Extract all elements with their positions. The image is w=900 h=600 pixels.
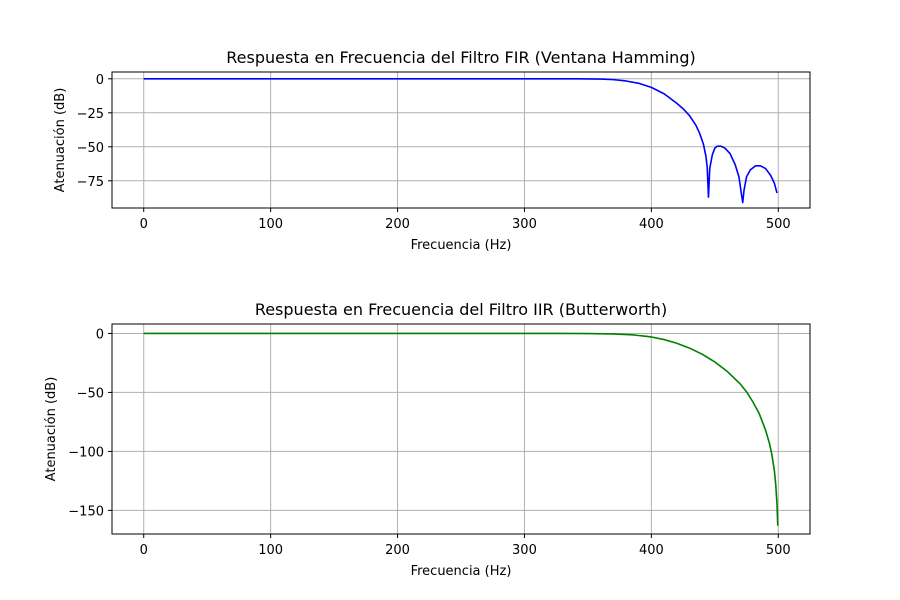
y-tick-label: −50 [77,141,104,156]
x-tick-label: 300 [512,217,537,232]
x-tick-label: 500 [766,543,791,558]
chart-title: Respuesta en Frecuencia del Filtro FIR (… [226,48,695,67]
y-tick-label: −75 [77,175,104,190]
x-tick-label: 400 [639,543,664,558]
y-tick-label: 0 [96,73,104,88]
x-tick-label: 200 [385,217,410,232]
plot-frame [111,323,811,535]
x-axis-label: Frecuencia (Hz) [411,564,512,579]
y-axis-label: Atenuación (dB) [53,88,68,193]
x-tick-label: 100 [258,543,283,558]
x-tick-label: 500 [766,217,791,232]
subplot-1: 0 100 200 300 400 500 0 −25 −50 −75 Respuesta en F… [53,48,811,253]
y-tick-label: −50 [77,386,104,401]
x-tick-label: 0 [140,543,148,558]
subplot-2: 0 100 200 300 400 500 0 −50 −100 −150 Respuesta en… [44,300,811,579]
y-tick-label: −150 [68,504,104,519]
y-tick-label: 0 [96,327,104,342]
x-tick-label: 100 [258,217,283,232]
x-axis-label: Frecuencia (Hz) [411,238,512,253]
y-axis-label: Atenuación (dB) [44,377,59,482]
y-tick-label: −25 [77,107,104,122]
plot-frame [111,71,811,209]
x-tick-label: 0 [140,217,148,232]
data-line [143,78,778,204]
data-line [143,332,779,526]
x-tick-label: 200 [385,543,410,558]
y-tick-label: −100 [68,445,104,460]
x-tick-label: 300 [512,543,537,558]
x-tick-label: 400 [639,217,664,232]
chart-title: Respuesta en Frecuencia del Filtro IIR (… [255,300,667,319]
